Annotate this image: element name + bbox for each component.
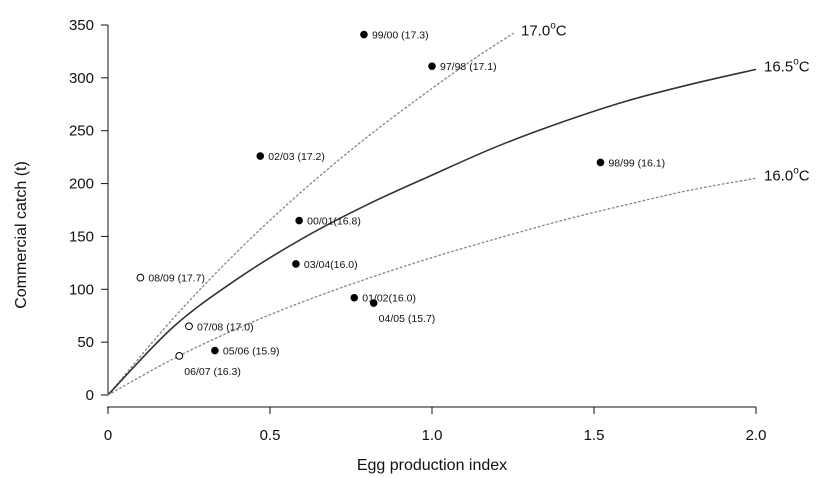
point-label: 08/09 (17.7): [148, 273, 205, 285]
y-tick-label: 300: [69, 70, 94, 87]
axes: 0 50 100 150 200 250 300 350 0 0.5 1.0 1.5 2.0: [69, 17, 766, 444]
data-point: [596, 158, 605, 167]
x-tick-label: 1.0: [422, 427, 443, 444]
point-label: 02/03 (17.2): [268, 151, 325, 163]
data-point: [428, 62, 436, 71]
data-point: [292, 260, 300, 268]
point-label: 07/08 (17.0): [197, 321, 254, 333]
data-point: [175, 351, 184, 360]
y-tick-label: 0: [86, 387, 94, 404]
x-tick-label: 0: [104, 427, 112, 444]
point-label: 98/99 (16.1): [608, 157, 665, 169]
data-point: [350, 293, 359, 302]
data-point: [256, 152, 265, 160]
x-axis-title: Egg production index: [357, 457, 507, 474]
x-tick-label: 2.0: [746, 427, 767, 444]
data-point: [369, 299, 378, 307]
y-tick-label: 350: [69, 17, 94, 34]
curve-line: [107, 177, 757, 396]
data-points: 99/00 (17.3) 97/98 (17.1) 02/03 (17.2) 98/9…: [136, 30, 665, 378]
curve-label: 16.5oC: [764, 56, 810, 75]
data-point: [360, 30, 368, 39]
temperature-curves: 17.0oC 16.5oC 16.0oC: [107, 20, 810, 396]
y-tick-label: 100: [69, 281, 94, 298]
point-label: 00/01(16.8): [307, 216, 361, 228]
data-point: [136, 273, 145, 282]
x-tick-label: 1.5: [584, 427, 605, 444]
curve-line: [107, 68, 757, 396]
y-tick-label: 50: [77, 334, 94, 351]
data-point: [295, 216, 303, 225]
y-axis-title: Commercial catch (t): [13, 161, 30, 309]
y-tick-label: 150: [69, 228, 94, 245]
y-tick-label: 200: [69, 176, 94, 193]
x-tick-label: 0.5: [260, 427, 281, 444]
point-label: 99/00 (17.3): [372, 30, 429, 42]
data-point: [185, 322, 193, 331]
curve-line: [107, 32, 514, 396]
point-label: 03/04(16.0): [304, 259, 358, 271]
curve-label: 16.0oC: [764, 165, 810, 184]
point-label: 05/06 (15.9): [223, 346, 280, 358]
point-label: 97/98 (17.1): [440, 61, 497, 73]
curve-label: 17.0oC: [521, 20, 567, 39]
data-point: [211, 346, 219, 355]
y-tick-label: 250: [69, 123, 94, 140]
point-label: 04/05 (15.7): [379, 313, 436, 325]
point-label: 06/07 (16.3): [184, 366, 241, 378]
